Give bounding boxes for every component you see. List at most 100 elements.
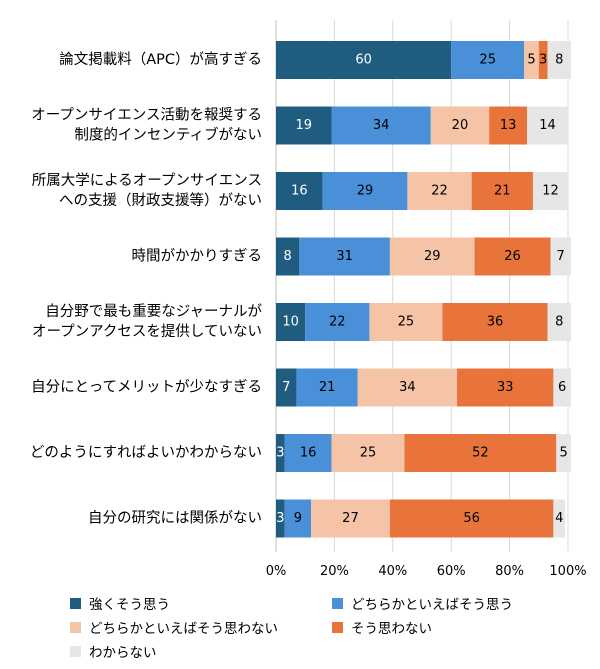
bar-segment <box>305 303 370 341</box>
data-label: 56 <box>463 511 480 526</box>
x-axis-ticks: 0% 20% 40% 60% 80% 100% <box>266 564 587 579</box>
bar-segment <box>276 237 300 276</box>
legend-swatch <box>332 621 343 633</box>
bar-segment <box>296 368 358 407</box>
bar-segment <box>276 303 306 341</box>
legend-label: そう思わない <box>351 621 432 637</box>
data-label: 31 <box>336 249 353 264</box>
legend-swatch <box>332 597 343 609</box>
data-label: 8 <box>284 249 292 264</box>
bar-segment <box>553 368 571 407</box>
data-label: 29 <box>357 184 374 199</box>
legend-item: 強くそう思う <box>70 593 170 613</box>
data-label: 34 <box>399 380 416 395</box>
bar-segment <box>276 172 323 210</box>
bar-segment <box>404 434 557 472</box>
legend: 強くそう思う どちらかといえばそう思うどちらかといえばそう思わない そう思わないわか… <box>70 593 590 663</box>
bar-segment <box>276 499 285 538</box>
legend-item: どちらかといえばそう思う <box>332 593 513 613</box>
data-label: 34 <box>373 118 390 133</box>
legend-label: 強くそう思う <box>89 597 170 613</box>
data-label: 13 <box>500 118 517 133</box>
data-label: 25 <box>360 446 377 461</box>
bar-segment <box>299 237 390 276</box>
x-tick-label: 20% <box>320 564 349 579</box>
bar-segment <box>276 434 285 472</box>
data-label: 22 <box>431 184 448 199</box>
legend-swatch <box>70 621 81 633</box>
bar-segment <box>276 106 332 145</box>
bar-segment <box>311 499 390 538</box>
data-label: 21 <box>494 184 511 199</box>
data-label: 10 <box>282 315 299 330</box>
bar-segment <box>457 368 554 407</box>
bar-segment <box>550 237 571 276</box>
bar-segment <box>547 303 571 341</box>
bar-segment <box>527 106 568 145</box>
data-label: 7 <box>557 249 565 264</box>
data-label: 12 <box>542 184 559 199</box>
data-label: 16 <box>300 446 317 461</box>
data-label: 8 <box>555 315 563 330</box>
bar-segment <box>471 172 533 210</box>
data-label: 4 <box>555 511 563 526</box>
category-label: 時間がかかりすぎる <box>132 248 263 265</box>
bar-segment <box>442 303 548 341</box>
data-label: 52 <box>472 446 489 461</box>
bar-segment <box>524 41 539 79</box>
x-tick-label: 60% <box>437 564 466 579</box>
legend-label: どちらかといえばそう思わない <box>89 621 278 637</box>
bar-segment <box>553 499 566 538</box>
category-label: 自分の研究には関係がない <box>88 510 262 527</box>
gridlines <box>275 20 569 552</box>
data-label: 25 <box>479 53 496 68</box>
data-label: 36 <box>487 315 504 330</box>
legend-item: そう思わない <box>332 617 432 637</box>
category-label: 自分にとってメリットが少なすぎる <box>31 379 262 396</box>
data-label: 33 <box>497 380 514 395</box>
legend-swatch <box>70 645 81 657</box>
data-label: 7 <box>282 380 290 395</box>
data-label: 6 <box>558 380 566 395</box>
category-label: 論文掲載料（APC）が高すぎる <box>59 51 262 68</box>
bar-segment <box>547 41 571 79</box>
category-label: 自分野で最も重要なジャーナルがオープンアクセスを提供していない <box>32 303 262 340</box>
data-label: 20 <box>452 118 469 133</box>
category-label: どのようにすればよいかわからない <box>30 444 262 461</box>
bar-segment <box>532 172 568 210</box>
bar-segment <box>284 499 312 538</box>
data-label: 25 <box>398 315 415 330</box>
x-tick-label: 40% <box>378 564 407 579</box>
data-label: 22 <box>329 315 346 330</box>
bar-segment <box>284 434 332 472</box>
data-label: 60 <box>355 53 372 68</box>
x-tick-label: 100% <box>549 564 586 579</box>
category-label: 所属大学によるオープンサイエンスへの支援（財政支援等）がない <box>32 172 262 209</box>
data-label: 19 <box>295 118 312 133</box>
x-tick-label: 80% <box>495 564 524 579</box>
data-label: 3 <box>276 511 284 526</box>
legend-item: わからない <box>70 641 157 661</box>
data-label: 29 <box>424 249 441 264</box>
bar-segment <box>369 303 443 341</box>
category-labels: 論文掲載料（APC）が高すぎるオープンサイエンス活動を報奨する制度的インセンティ… <box>30 51 263 527</box>
data-label: 26 <box>504 249 521 264</box>
category-label: オープンサイエンス活動を報奨する制度的インセンティブがない <box>31 107 262 144</box>
bar-segment <box>556 434 571 472</box>
data-label: 3 <box>539 53 547 68</box>
bar-segment <box>474 237 551 276</box>
data-label: 27 <box>342 511 359 526</box>
data-label: 8 <box>555 53 563 68</box>
data-label: 3 <box>276 446 284 461</box>
data-label: 14 <box>539 118 556 133</box>
data-label: 5 <box>527 53 535 68</box>
bar-segment <box>389 237 475 276</box>
bar-segment <box>430 106 490 145</box>
data-label: 16 <box>291 184 308 199</box>
bar-segment <box>451 41 525 79</box>
legend-item: どちらかといえばそう思わない <box>70 617 278 637</box>
legend-swatch <box>70 597 81 609</box>
x-tick-label: 0% <box>266 564 287 579</box>
